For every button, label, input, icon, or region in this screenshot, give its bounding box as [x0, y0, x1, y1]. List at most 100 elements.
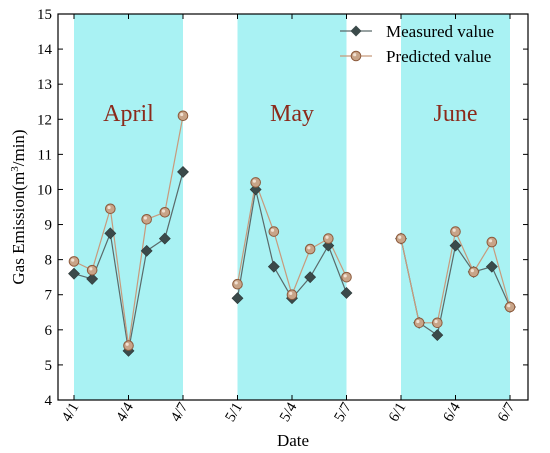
x-tick-label: 6/1 — [386, 400, 409, 425]
point-predicted-highlight — [507, 304, 511, 308]
month-label-june: June — [434, 101, 478, 127]
point-predicted — [486, 236, 498, 248]
point-predicted — [123, 340, 134, 351]
y-tick-label: 14 — [37, 42, 53, 58]
point-predicted-highlight — [71, 258, 75, 262]
point-predicted-highlight — [180, 112, 184, 117]
band-may — [237, 14, 347, 400]
point-predicted — [232, 278, 243, 290]
point-predicted — [323, 233, 334, 244]
point-predicted — [504, 301, 516, 313]
point-predicted — [159, 206, 171, 218]
month-labels: April May June — [103, 101, 477, 127]
point-predicted — [286, 289, 298, 301]
month-label-april: April — [103, 101, 154, 127]
point-predicted-highlight — [252, 179, 256, 183]
point-predicted-highlight — [234, 281, 238, 285]
point-measured — [86, 273, 99, 285]
point-measured — [158, 232, 171, 245]
point-measured — [485, 260, 498, 273]
month-bands — [74, 14, 510, 400]
point-measured — [68, 267, 80, 280]
legend-marker-diamond — [350, 25, 362, 37]
y-title-suffix: /min) — [9, 129, 28, 166]
point-predicted — [304, 243, 316, 255]
x-tick-label: 4/4 — [114, 400, 138, 425]
point-measured — [177, 165, 189, 178]
legend-item-predicted-value: Predicted value — [340, 47, 491, 66]
y-ticks: 4 5 6 7 8 9 10 11 12 13 14 15 — [37, 7, 528, 409]
point-predicted — [413, 317, 425, 329]
point-predicted-highlight — [161, 209, 166, 213]
point-measured — [140, 244, 153, 257]
x-tick-label: 5/1 — [223, 400, 246, 425]
y-tick-label: 8 — [45, 253, 53, 269]
point-predicted — [395, 233, 407, 244]
x-axis-title: Date — [277, 431, 309, 450]
point-predicted-highlight — [143, 216, 147, 220]
point-predicted — [68, 256, 80, 267]
point-measured — [340, 287, 353, 299]
x-tick-label: 4/7 — [168, 400, 192, 425]
point-predicted-highlight — [488, 239, 493, 243]
y-tick-label: 4 — [45, 393, 53, 409]
point-predicted-highlight — [289, 291, 293, 296]
y-tick-label: 15 — [37, 7, 52, 23]
point-predicted — [141, 213, 152, 225]
point-predicted-highlight — [470, 269, 474, 273]
x-tick-label: 6/7 — [495, 400, 519, 425]
point-predicted — [86, 264, 98, 276]
point-predicted — [341, 271, 352, 283]
y-tick-label: 5 — [45, 358, 53, 374]
y-axis-title: Gas Emission(m3/min) — [9, 129, 28, 284]
legend-marker-highlight — [353, 53, 357, 57]
y-tick-label: 6 — [45, 323, 53, 339]
x-tick-label: 5/4 — [277, 400, 301, 425]
point-measured — [267, 260, 280, 273]
point-measured — [304, 271, 317, 284]
point-predicted — [177, 110, 189, 122]
y-tick-label: 7 — [45, 288, 53, 304]
x-tick-label: 4/1 — [59, 400, 82, 425]
y-tick-label: 13 — [37, 77, 52, 93]
band-june — [401, 14, 510, 400]
point-measured — [231, 292, 244, 305]
point-predicted — [468, 266, 479, 278]
axes — [57, 13, 529, 401]
point-predicted-highlight — [343, 274, 347, 278]
point-predicted — [268, 226, 280, 237]
y-tick-label: 12 — [37, 112, 52, 128]
y-tick-label: 10 — [37, 182, 52, 198]
x-tick-label: 6/4 — [441, 400, 465, 425]
point-predicted-highlight — [307, 246, 311, 250]
point-measured — [104, 227, 117, 240]
point-measured — [449, 239, 462, 252]
point-predicted-highlight — [270, 228, 275, 232]
y-tick-label: 9 — [45, 218, 53, 234]
point-measured — [431, 329, 444, 342]
point-predicted — [105, 203, 116, 215]
y-title-sup: 3 — [9, 166, 21, 172]
legend-item-measured-value: Measured value — [340, 22, 494, 41]
y-tick-label: 11 — [38, 147, 52, 163]
legend: Measured value Predicted value — [340, 22, 494, 66]
point-predicted — [250, 177, 261, 188]
legend-marker-circle — [350, 50, 362, 62]
plot-frame — [57, 13, 529, 401]
point-predicted-highlight — [89, 267, 93, 271]
legend-label: Measured value — [386, 22, 494, 41]
point-predicted-highlight — [107, 205, 111, 210]
x-tick-label: 5/7 — [332, 400, 356, 425]
point-predicted-highlight — [398, 235, 402, 239]
point-predicted-highlight — [452, 228, 456, 232]
markers-predicted-value — [68, 110, 516, 351]
point-predicted — [450, 226, 461, 237]
legend-label: Predicted value — [386, 47, 491, 66]
point-predicted-highlight — [325, 235, 329, 239]
y-title-prefix: Gas Emission(m — [9, 172, 28, 285]
point-predicted-highlight — [125, 342, 129, 346]
point-predicted-highlight — [416, 319, 420, 324]
point-predicted-highlight — [434, 319, 438, 324]
series-group — [68, 110, 516, 357]
